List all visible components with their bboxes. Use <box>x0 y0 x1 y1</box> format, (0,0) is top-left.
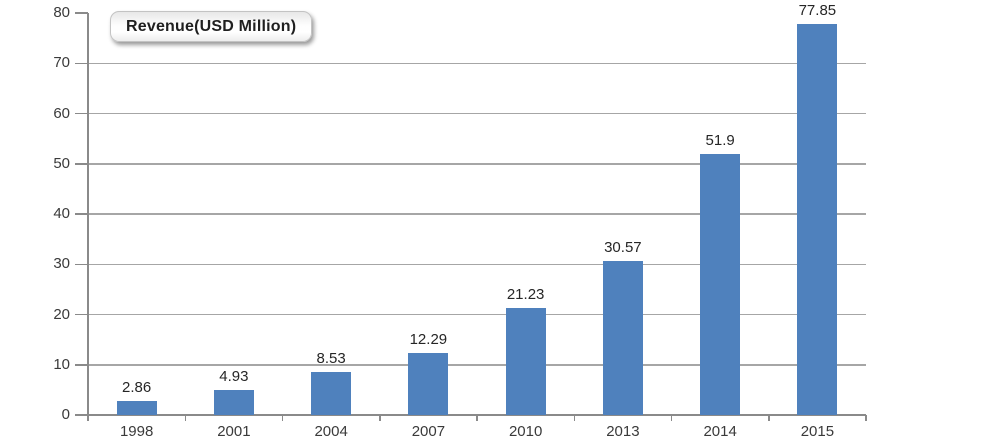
bar-value-label-2013: 30.57 <box>604 239 642 257</box>
x-axis-category-label-2004: 2004 <box>314 423 348 440</box>
x-axis-category-label-2007: 2007 <box>411 423 446 440</box>
bar-value-label-1998: 2.86 <box>122 378 152 396</box>
x-axis-category-label-2001: 2001 <box>217 423 251 440</box>
y-axis-tick-60 <box>75 112 88 115</box>
y-axis-tick-20 <box>75 313 88 316</box>
bar-value-label-2014: 51.9 <box>705 132 735 150</box>
bar-value-label-2010: 21.23 <box>506 286 545 304</box>
x-axis-tick-1 <box>184 415 186 421</box>
bar-2010 <box>505 308 546 415</box>
x-axis-tick-8 <box>865 415 867 421</box>
x-axis-category-label-2010: 2010 <box>508 423 543 440</box>
legend-label: Revenue(USD Million) <box>126 17 297 35</box>
bar-value-label-2015: 77.85 <box>798 1 837 19</box>
bar-1998 <box>116 400 157 415</box>
bar-2001 <box>213 390 254 415</box>
bar-2014 <box>700 154 741 415</box>
x-axis-tick-4 <box>476 415 478 421</box>
gridline-60 <box>88 112 866 115</box>
y-axis-tick-10 <box>75 364 88 366</box>
x-axis-tick-5 <box>573 415 575 421</box>
y-axis-tick-0 <box>75 414 88 416</box>
chart-legend: Revenue(USD Million) <box>110 11 313 42</box>
gridline-30 <box>88 263 866 265</box>
gridline-10 <box>88 364 866 366</box>
x-axis-tick-3 <box>379 415 381 421</box>
y-axis-line <box>87 13 89 416</box>
y-axis-tick-label-60: 60 <box>53 104 70 122</box>
bar-2004 <box>311 372 352 415</box>
bar-value-label-2001: 4.93 <box>219 368 249 386</box>
gridline-70 <box>88 62 866 64</box>
x-axis-category-label-2015: 2015 <box>800 423 835 440</box>
bar-value-label-2004: 8.53 <box>316 350 346 368</box>
gridline-50 <box>88 163 866 165</box>
bar-value-label-2007: 12.29 <box>409 331 448 349</box>
bar-2015 <box>797 23 838 415</box>
y-axis-tick-70 <box>75 62 88 64</box>
x-axis-category-label-1998: 1998 <box>119 423 154 440</box>
x-axis-category-label-2014: 2014 <box>703 423 737 440</box>
x-axis-tick-2 <box>281 415 284 421</box>
y-axis-tick-label-40: 40 <box>53 205 70 222</box>
y-axis-tick-label-50: 50 <box>53 154 70 172</box>
bar-2013 <box>602 261 643 415</box>
y-axis-tick-label-0: 0 <box>61 406 70 423</box>
y-axis-tick-label-30: 30 <box>53 255 70 273</box>
y-axis-tick-80 <box>75 12 88 14</box>
gridline-20 <box>88 313 866 316</box>
y-axis-tick-40 <box>75 213 88 215</box>
x-axis-tick-7 <box>768 415 770 421</box>
y-axis-tick-label-10: 10 <box>53 355 70 373</box>
y-axis-tick-label-70: 70 <box>53 54 70 72</box>
gridline-40 <box>88 213 866 215</box>
y-axis-tick-30 <box>75 263 88 265</box>
y-axis-tick-label-20: 20 <box>53 305 70 323</box>
y-axis-tick-50 <box>75 163 88 165</box>
x-axis-tick-6 <box>670 415 673 421</box>
bar-2007 <box>408 353 449 415</box>
x-axis-tick-0 <box>87 415 89 421</box>
x-axis-category-label-2013: 2013 <box>606 423 640 440</box>
y-axis-tick-label-80: 80 <box>53 4 70 21</box>
